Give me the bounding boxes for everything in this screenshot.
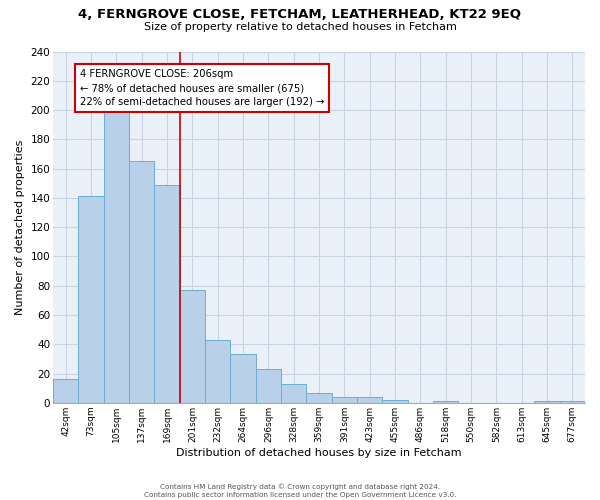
X-axis label: Distribution of detached houses by size in Fetcham: Distribution of detached houses by size … [176, 448, 462, 458]
Bar [382, 400, 407, 403]
Text: 4, FERNGROVE CLOSE, FETCHAM, LEATHERHEAD, KT22 9EQ: 4, FERNGROVE CLOSE, FETCHAM, LEATHERHEAD… [79, 8, 521, 20]
Bar [104, 112, 129, 403]
Bar [79, 196, 104, 403]
Bar [180, 290, 205, 403]
Bar [307, 392, 332, 403]
Text: 4 FERNGROVE CLOSE: 206sqm
← 78% of detached houses are smaller (675)
22% of semi: 4 FERNGROVE CLOSE: 206sqm ← 78% of detac… [80, 69, 324, 107]
Bar [281, 384, 307, 403]
Bar [332, 397, 357, 403]
Bar [154, 184, 180, 403]
Bar [129, 162, 154, 403]
Bar [205, 340, 230, 403]
Bar [357, 397, 382, 403]
Y-axis label: Number of detached properties: Number of detached properties [15, 140, 25, 315]
Text: Contains HM Land Registry data © Crown copyright and database right 2024.
Contai: Contains HM Land Registry data © Crown c… [144, 484, 456, 498]
Bar [560, 402, 585, 403]
Bar [535, 402, 560, 403]
Bar [230, 354, 256, 403]
Bar [53, 380, 79, 403]
Text: Size of property relative to detached houses in Fetcham: Size of property relative to detached ho… [143, 22, 457, 32]
Bar [256, 369, 281, 403]
Bar [433, 402, 458, 403]
